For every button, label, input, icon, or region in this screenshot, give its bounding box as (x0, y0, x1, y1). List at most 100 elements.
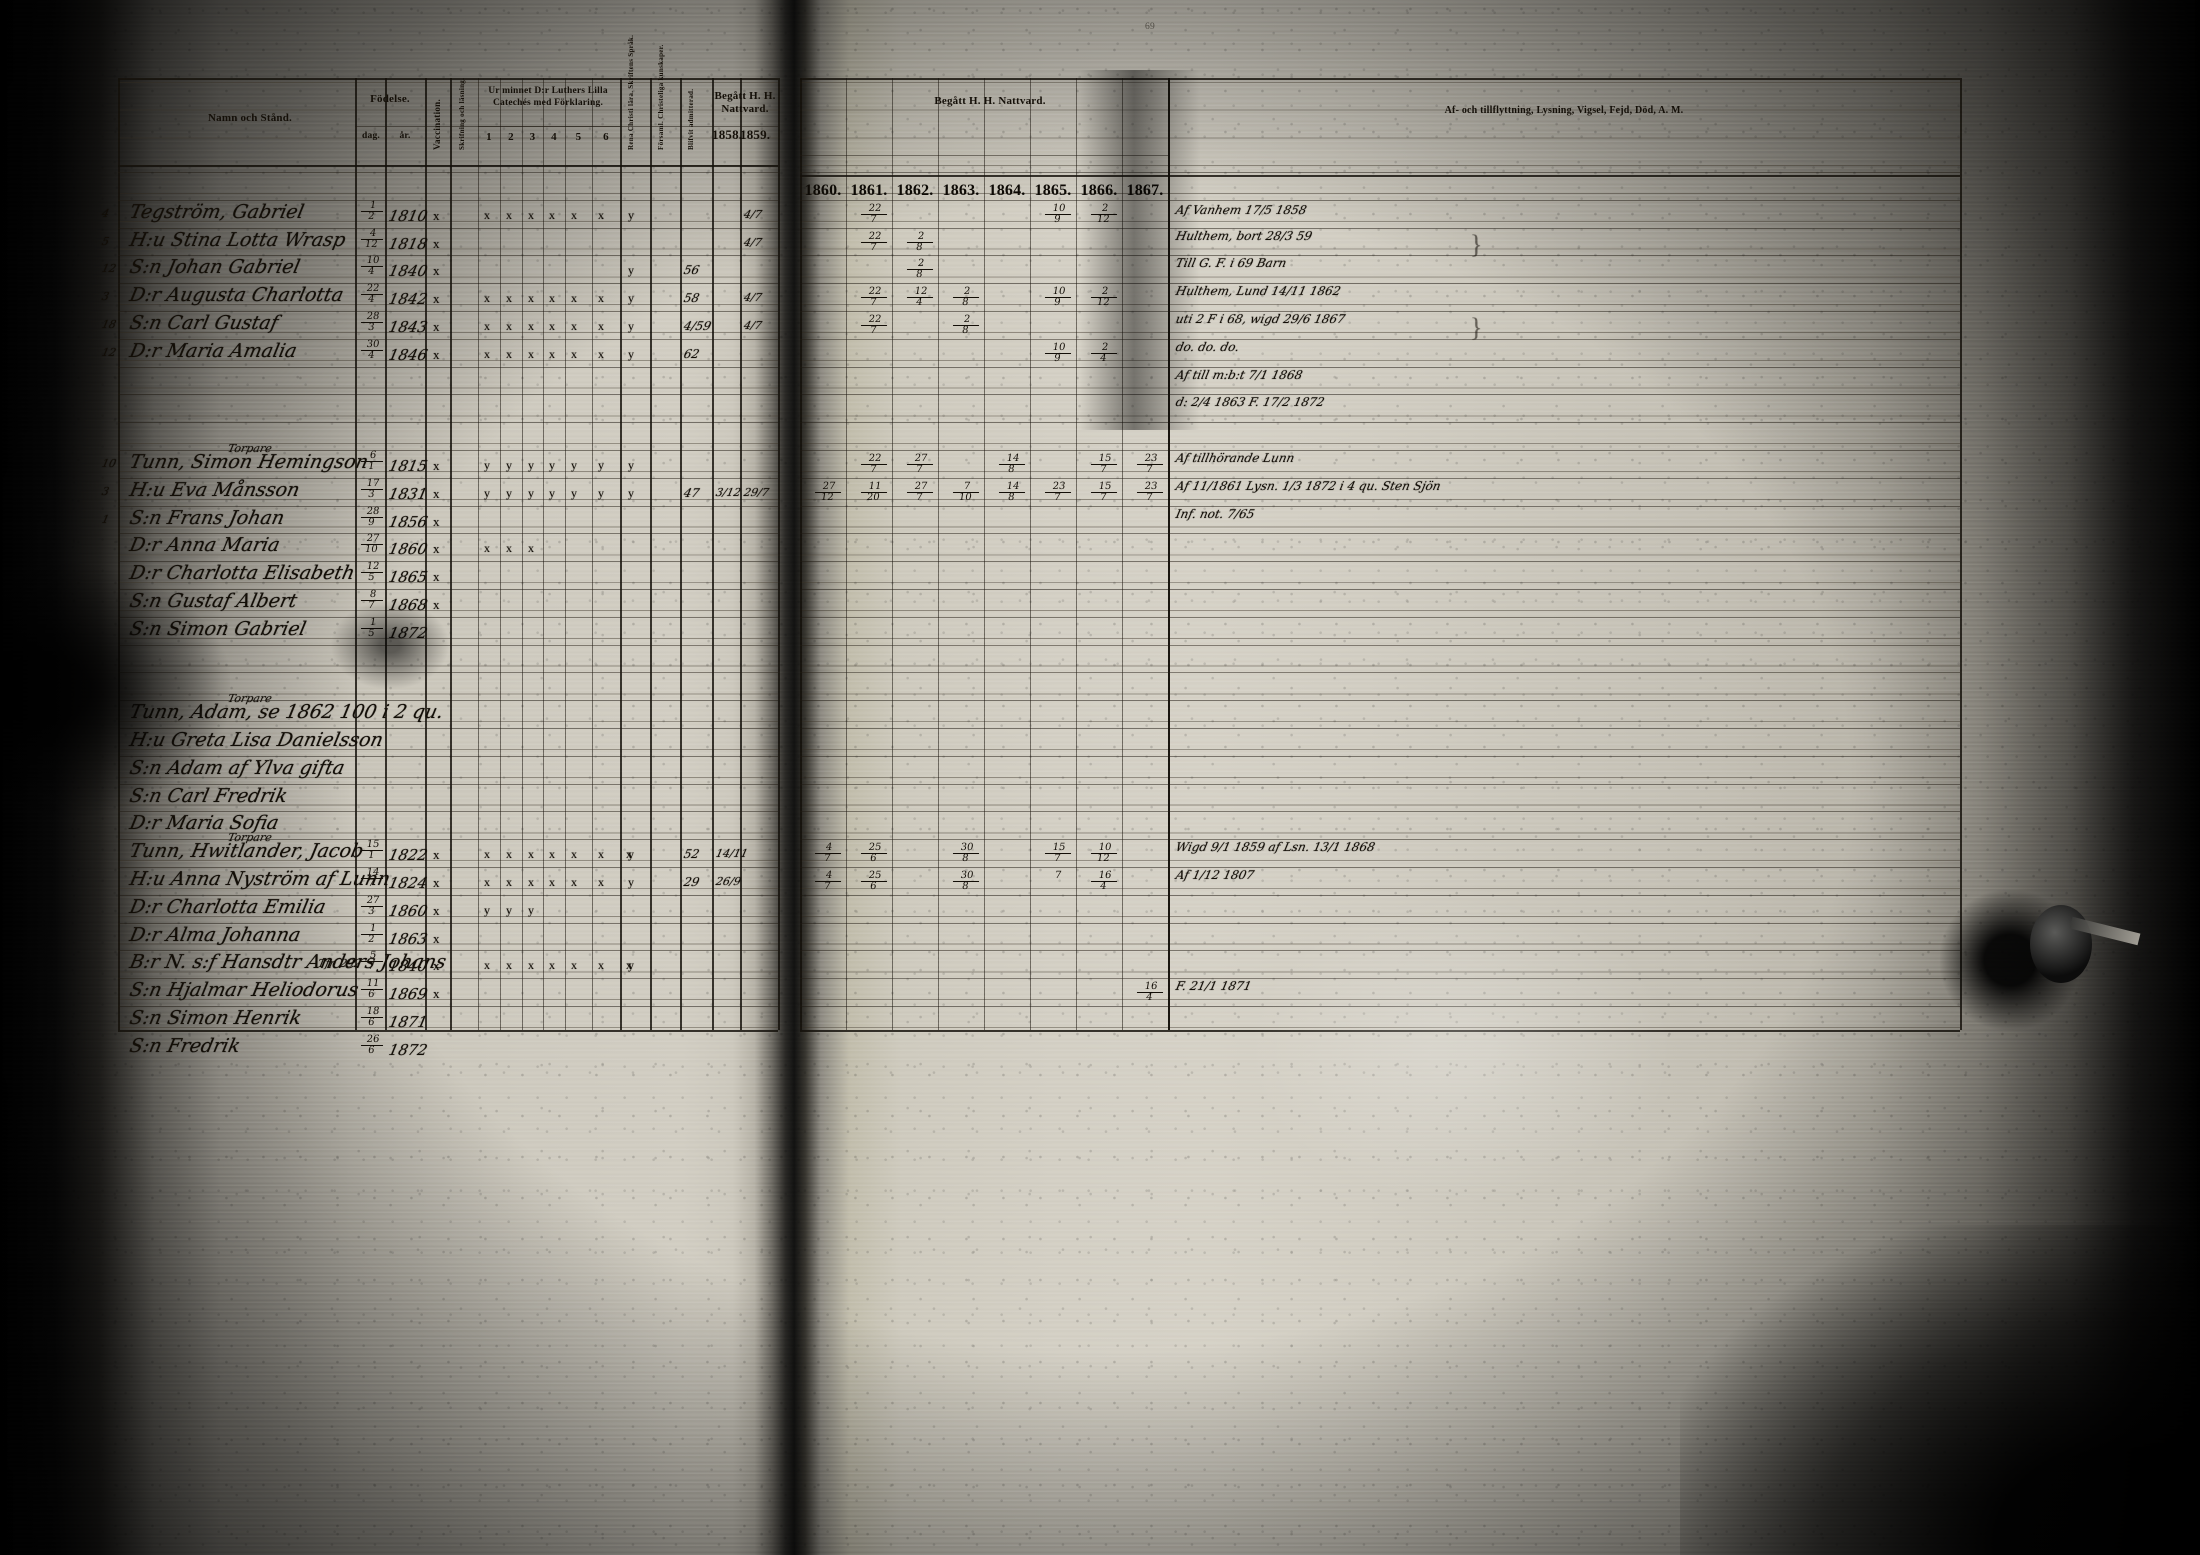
right-year-rule-5[interactable] (1030, 78, 1031, 1030)
left-row-rule[interactable] (118, 477, 778, 479)
left-row-rule[interactable] (118, 561, 778, 563)
right-row-rule[interactable] (800, 505, 1960, 507)
left-row-rule[interactable] (118, 255, 778, 257)
right-notes-left-rule[interactable] (1168, 78, 1170, 1030)
left-column-rule-7[interactable] (522, 78, 523, 1030)
left-row-rule[interactable] (118, 644, 778, 646)
right-row-rule[interactable] (800, 366, 1960, 368)
left-row-rule[interactable] (118, 283, 778, 285)
right-row-rule[interactable] (800, 450, 1960, 451)
left-column-rule-10[interactable] (592, 78, 593, 1030)
left-row-rule[interactable] (118, 783, 778, 785)
left-column-rule-12[interactable] (650, 78, 652, 1030)
block3-birth-year: 1824 (387, 874, 430, 892)
left-column-rule-9[interactable] (565, 78, 566, 1030)
right-row-rule[interactable] (800, 422, 1960, 424)
right-year-rule-4[interactable] (984, 78, 985, 1030)
left-column-rule-5[interactable] (478, 78, 479, 1030)
left-column-rule-11[interactable] (620, 78, 622, 1030)
left-catechism-number-rule[interactable] (478, 126, 620, 127)
right-year-rule-sep[interactable] (800, 155, 1168, 156)
right-row-rule[interactable] (800, 755, 1960, 757)
left-row-rule[interactable] (118, 338, 778, 340)
left-row-rule[interactable] (118, 1006, 778, 1007)
right-row-rule[interactable] (800, 1006, 1960, 1007)
left-row-rule[interactable] (118, 867, 778, 868)
right-row-rule[interactable] (800, 839, 1960, 841)
left-column-rule-14[interactable] (712, 78, 714, 1030)
left-row-rule[interactable] (118, 199, 778, 201)
right-row-rule[interactable] (800, 255, 1960, 257)
left-column-rule-3[interactable] (425, 78, 427, 1030)
right-year-rule-7[interactable] (1122, 78, 1123, 1030)
right-notes-right-rule[interactable] (1960, 78, 1962, 1030)
left-row-rule[interactable] (118, 172, 778, 173)
right-row-rule[interactable] (800, 561, 1960, 563)
right-row-rule[interactable] (800, 616, 1960, 618)
right-row-rule[interactable] (800, 783, 1960, 785)
right-row-rule[interactable] (800, 700, 1960, 702)
left-row-rule[interactable] (118, 422, 778, 424)
right-row-rule[interactable] (800, 477, 1960, 479)
left-row-rule[interactable] (118, 894, 778, 896)
left-row-rule[interactable] (118, 366, 778, 368)
right-header-top-rule[interactable] (800, 78, 1960, 80)
left-row-rule[interactable] (118, 589, 778, 590)
left-column-rule-0[interactable] (118, 78, 120, 1030)
left-column-rule-2[interactable] (385, 78, 387, 1030)
right-row-rule[interactable] (800, 811, 1960, 813)
left-row-rule[interactable] (118, 227, 778, 229)
left-column-rule-4[interactable] (450, 78, 452, 1030)
right-row-rule[interactable] (800, 894, 1960, 896)
right-row-rule[interactable] (800, 172, 1960, 173)
left-row-rule[interactable] (118, 672, 778, 674)
left-column-rule-13[interactable] (680, 78, 682, 1030)
left-row-rule[interactable] (118, 755, 778, 757)
right-row-rule[interactable] (800, 922, 1960, 924)
left-row-rule[interactable] (118, 700, 778, 702)
left-column-rule-6[interactable] (500, 78, 501, 1030)
right-row-rule[interactable] (800, 728, 1960, 729)
left-row-rule[interactable] (118, 450, 778, 451)
left-table-bottom-rule[interactable] (118, 1030, 778, 1032)
left-row-rule[interactable] (118, 728, 778, 729)
left-column-rule-1[interactable] (355, 78, 357, 1030)
left-column-rule-8[interactable] (543, 78, 544, 1030)
right-year-rule-6[interactable] (1076, 78, 1077, 1030)
left-row-rule[interactable] (118, 394, 778, 396)
right-row-rule[interactable] (800, 311, 1960, 312)
right-year-rule-1[interactable] (846, 78, 847, 1030)
right-table-bottom-rule[interactable] (800, 1030, 1960, 1032)
right-row-rule[interactable] (800, 672, 1960, 674)
right-row-rule[interactable] (800, 338, 1960, 340)
left-header-top-rule[interactable] (118, 78, 778, 80)
left-row-rule[interactable] (118, 922, 778, 924)
left-row-rule[interactable] (118, 505, 778, 507)
right-year-rule-3[interactable] (938, 78, 939, 1030)
right-row-rule[interactable] (800, 394, 1960, 396)
left-row-rule[interactable] (118, 311, 778, 312)
right-row-rule[interactable] (800, 227, 1960, 229)
left-header-bottom-rule[interactable] (118, 165, 778, 167)
left-row-rule[interactable] (118, 839, 778, 841)
left-row-rule[interactable] (118, 978, 778, 980)
right-row-rule[interactable] (800, 589, 1960, 590)
left-row-rule[interactable] (118, 533, 778, 535)
right-row-rule[interactable] (800, 283, 1960, 285)
right-row-rule[interactable] (800, 644, 1960, 646)
right-year-rule-2[interactable] (892, 78, 893, 1030)
left-row-rule[interactable] (118, 811, 778, 813)
right-row-rule[interactable] (800, 867, 1960, 868)
left-row-rule[interactable] (118, 950, 778, 952)
block3-birth-year: 1871 (387, 1013, 430, 1031)
block2-vaccination-mark: x (433, 541, 440, 557)
communion-date-mark: 23 7 (1136, 481, 1165, 503)
right-year-rule-0[interactable] (800, 78, 802, 1030)
right-header-bottom-rule[interactable] (800, 175, 1960, 177)
right-row-rule[interactable] (800, 533, 1960, 535)
left-column-rule-15[interactable] (740, 78, 742, 1030)
right-row-rule[interactable] (800, 199, 1960, 201)
left-column-rule-16[interactable] (778, 78, 780, 1030)
right-row-rule[interactable] (800, 978, 1960, 980)
right-row-rule[interactable] (800, 950, 1960, 952)
